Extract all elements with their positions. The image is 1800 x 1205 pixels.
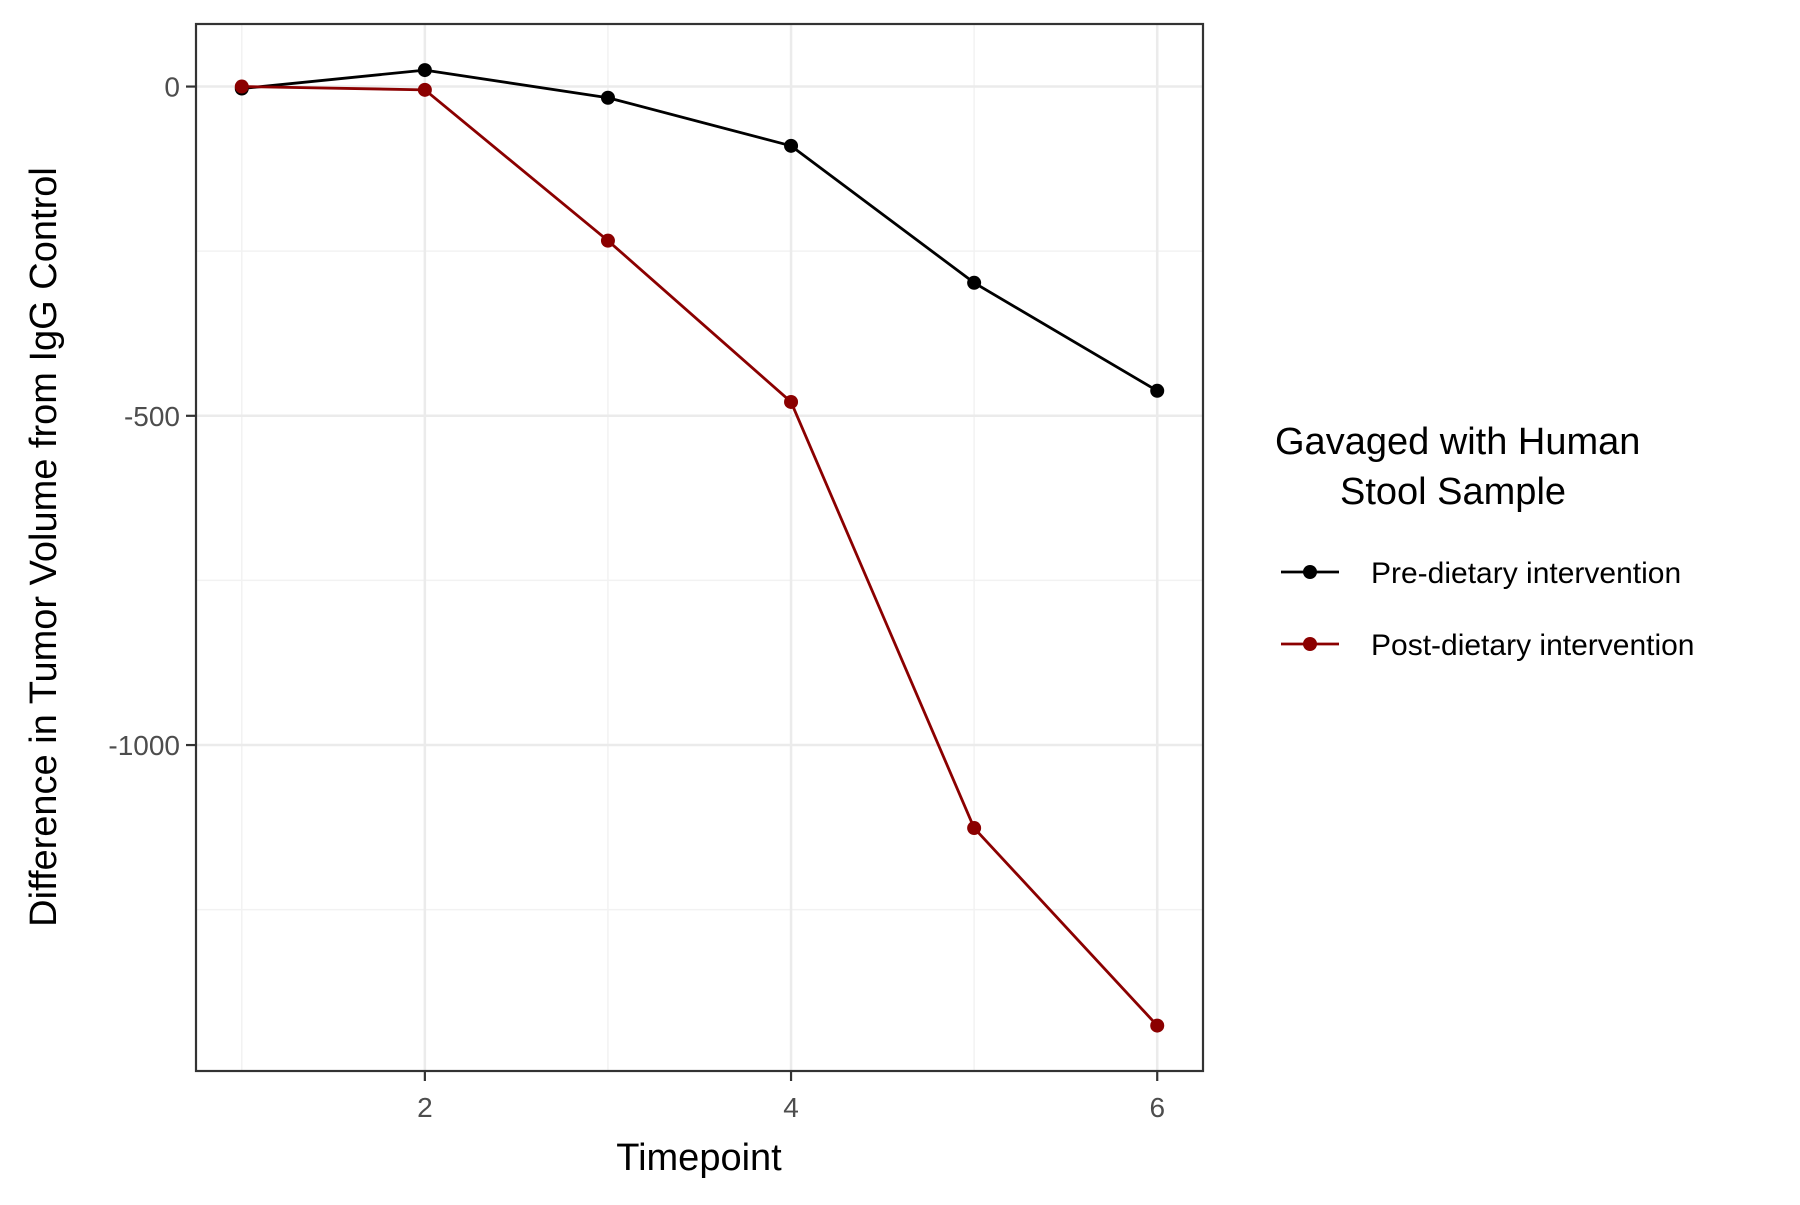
- series-2-point-2: [417, 82, 432, 97]
- y-tick-label-2: -500: [124, 401, 180, 432]
- series-2-point-5: [967, 821, 982, 836]
- series-line-2: [240, 85, 1159, 1027]
- series-2-point-6: [1150, 1018, 1165, 1033]
- series-1-point-6: [1150, 383, 1165, 398]
- series-1-point-3: [600, 90, 615, 105]
- grid-layer: [196, 24, 1203, 1071]
- plot-border: [194, 22, 1205, 1073]
- y-tick-label-3: -1000: [108, 730, 180, 761]
- x-tick-label-3: 6: [1149, 1092, 1165, 1123]
- legend: Gavaged with Human Stool Sample Pre-diet…: [1275, 421, 1695, 662]
- y-axis-title: Difference in Tumor Volume from IgG Cont…: [23, 167, 65, 927]
- legend-title-line-2: Stool Sample: [1340, 471, 1566, 513]
- x-tick-label-2: 4: [783, 1092, 799, 1123]
- x-tick-label-1: 2: [417, 1092, 433, 1123]
- plot-background: [196, 24, 1203, 1071]
- series-2-point-4: [784, 394, 799, 409]
- axis-layer: 2 4 6 0 -500 -1000: [108, 72, 1165, 1123]
- legend-label-1: Pre-dietary intervention: [1371, 557, 1681, 590]
- legend-title-line-1: Gavaged with Human: [1275, 421, 1640, 463]
- legend-key-point-2: [1303, 637, 1317, 651]
- series-layer: [234, 63, 1165, 1033]
- series-2-point-1: [234, 79, 249, 94]
- legend-items: Pre-dietary intervention Post-dietary int…: [1281, 557, 1695, 662]
- x-axis-title: Timepoint: [616, 1137, 782, 1179]
- legend-label-2: Post-dietary intervention: [1371, 629, 1695, 662]
- series-1-point-2: [417, 63, 432, 78]
- legend-key-point-1: [1303, 565, 1317, 579]
- series-1-point-4: [784, 138, 799, 153]
- series-1-point-5: [967, 275, 982, 290]
- series-line-1: [240, 68, 1159, 393]
- series-2-point-3: [600, 233, 615, 248]
- y-tick-label-1: 0: [164, 72, 180, 103]
